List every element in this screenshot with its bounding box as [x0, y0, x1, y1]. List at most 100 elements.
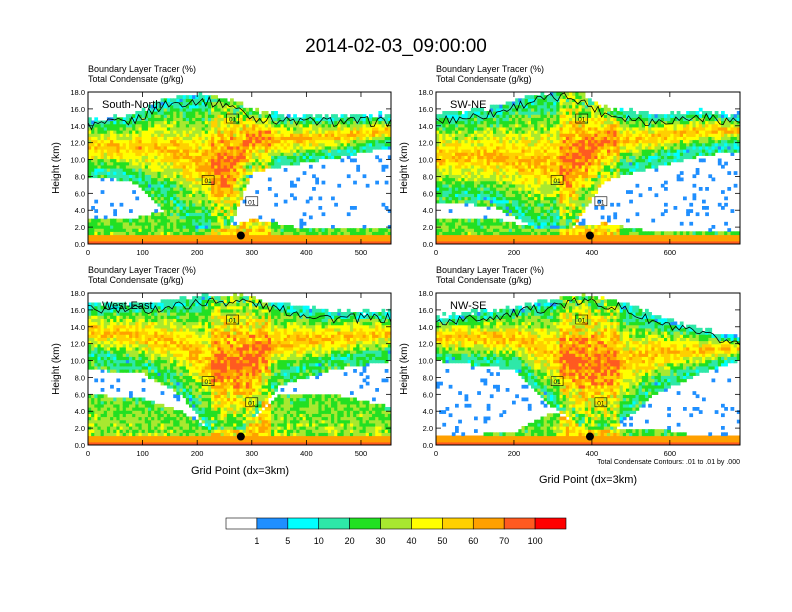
colorbar-box-4: [318, 517, 350, 530]
panel-3-contour-label-box-1: [201, 376, 215, 386]
panel-1-ytick-label: 0.0: [75, 240, 85, 249]
panel-2-ytick-label: 10.0: [418, 156, 433, 165]
panel-1-contour-label-box-2: [226, 113, 239, 124]
colorbar-label: 60: [468, 536, 478, 546]
panel-2-ytick-label: 8.0: [423, 172, 433, 181]
panel-4: 01 01 01 NW-SE 0.0 2.0 4.0 6.0 8.0 10.0 12.0 14.0 16…: [418, 289, 741, 458]
panel-3-contour-label-2: 01: [229, 318, 237, 325]
panel-2-xtick-label: 0: [434, 248, 438, 257]
panel-1-condensate-contour: [88, 95, 391, 131]
panels-group: 01 01 01 South-North 0.0 2.0 4.0 6.0 8.0 10.0 12.0…: [70, 88, 741, 458]
panel-1-xtick-label: 0: [86, 248, 90, 257]
panel-2-xtick-label: 600: [664, 248, 677, 257]
panel-2-ytick-label: 4.0: [423, 206, 433, 215]
panel-3-xlabel: Grid Point (dx=3km): [191, 465, 289, 477]
panel-3-ytick-label: 8.0: [75, 373, 85, 382]
panel-2-ytick-label: 16.0: [418, 105, 433, 114]
panel-1-ylabel: Height (km): [51, 142, 62, 194]
panel-2-contour-label-3: 01: [597, 199, 605, 206]
panel-1-ytick-label: 12.0: [70, 139, 85, 148]
panel-3-condensate-contour: [88, 297, 391, 325]
colorbar-label: 50: [437, 536, 447, 546]
colorbar-label: 30: [376, 536, 386, 546]
panel-1-string-condensate: Total Condensate (g/kg): [88, 74, 184, 84]
panel-4-section-label: NW-SE: [450, 300, 486, 312]
panel-4-contour-label-2: 01: [578, 318, 586, 325]
panel-4-location-marker: [585, 432, 594, 441]
colorbar-box-10: [503, 517, 536, 530]
panel-3: 01 01 01 West-East 0.0 2.0 4.0 6.0 8.0 10.0 12.0 14…: [70, 289, 392, 458]
panel-2-section-label: SW-NE: [450, 99, 486, 111]
panel-2: 01 01 01 SW-NE 0.0 2.0 4.0 6.0 8.0 10.0 12.0 14.0 16…: [418, 88, 741, 257]
panel-4-xtick-label: 600: [664, 449, 677, 458]
panel-3-ytick-label: 6.0: [75, 390, 85, 399]
colorbar-box-2: [256, 517, 289, 530]
panel-4-ytick-label: 16.0: [418, 306, 433, 315]
panel-4-xlabel: Grid Point (dx=3km): [539, 474, 637, 486]
panel-1-tracer-field: [88, 92, 391, 244]
panel-4-ytick-label: 12.0: [418, 340, 433, 349]
panel-1-xtick-label: 400: [300, 248, 313, 257]
panel-1-contour-label-box-1: [201, 175, 215, 185]
colorbar-box-7: [411, 517, 443, 530]
colorbar-label: 100: [528, 536, 543, 546]
panel-3-frame: [87, 292, 392, 446]
panel-1-xtick-label: 100: [136, 248, 149, 257]
panel-3-ytick-label: 12.0: [70, 340, 85, 349]
panel-1-xtick-label: 500: [355, 248, 368, 257]
colorbar-label: 5: [285, 536, 290, 546]
panel-4-ytick-label: 14.0: [418, 323, 433, 332]
panel-2-contour-label-box-2: [575, 113, 589, 124]
panel-1-ytick-label: 18.0: [70, 88, 85, 97]
panel-1-contour-label-2: 01: [229, 117, 237, 124]
panel-2-xtick-label: 200: [508, 248, 521, 257]
panel-3-location-marker: [236, 432, 245, 441]
panel-2-condensate-contour: [436, 92, 740, 127]
panel-1-section-label: South-North: [102, 99, 161, 111]
panel-1-ytick-label: 8.0: [75, 172, 85, 181]
panel-3-ytick-label: 16.0: [70, 306, 85, 315]
panel-3-contour-label-box-2: [226, 314, 239, 325]
panel-2-ylabel: Height (km): [399, 142, 410, 194]
panel-2-frame: [435, 91, 741, 245]
panel-1-location-marker: [236, 231, 245, 240]
panel-2-contour-label-2: 01: [578, 117, 586, 124]
panel-2-string-tracer: Boundary Layer Tracer (%): [436, 64, 544, 74]
panel-4-contour-label-box-1: [550, 376, 564, 386]
panel-4-ytick-label: 4.0: [423, 407, 433, 416]
panel-3-contour-label-1: 01: [204, 379, 212, 386]
panel-3-xtick-label: 500: [355, 449, 368, 458]
panel-3-string-condensate: Total Condensate (g/kg): [88, 275, 184, 285]
panel-1-ytick-label: 16.0: [70, 105, 85, 114]
colorbar-label: 40: [406, 536, 416, 546]
panel-2-ytick-label: 0.0: [423, 240, 433, 249]
panel-3-contour-label-box-3: [245, 397, 259, 408]
panel-1-string-tracer: Boundary Layer Tracer (%): [88, 64, 196, 74]
panel-4-string-condensate: Total Condensate (g/kg): [436, 275, 532, 285]
panel-1-ytick-label: 6.0: [75, 189, 85, 198]
panel-1-contour-label-3: 01: [248, 199, 256, 206]
panel-4-ytick-label: 6.0: [423, 390, 433, 399]
panel-3-xtick-label: 100: [136, 449, 149, 458]
panel-3-xtick-label: 400: [300, 449, 313, 458]
panel-3-string-tracer: Boundary Layer Tracer (%): [88, 265, 196, 275]
panel-1-ytick-label: 2.0: [75, 223, 85, 232]
panel-1-xtick-label: 300: [246, 248, 259, 257]
panel-1: 01 01 01 South-North 0.0 2.0 4.0 6.0 8.0 10.0 12.0…: [70, 88, 392, 257]
panel-1-frame: [87, 91, 392, 245]
colorbar-box-8: [442, 517, 474, 530]
panel-4-ytick-label: 8.0: [423, 373, 433, 382]
panel-3-section-label: West-East: [102, 300, 153, 312]
colorbar-box-5: [349, 517, 381, 530]
panel-4-xtick-label: 200: [508, 449, 521, 458]
panel-4-string-tracer: Boundary Layer Tracer (%): [436, 265, 544, 275]
panel-3-ytick-label: 4.0: [75, 407, 85, 416]
panel-1-xtick-label: 200: [191, 248, 204, 257]
colorbar-label: 1: [254, 536, 259, 546]
colorbar-label: 70: [499, 536, 509, 546]
panel-4-contour-label-box-3: [594, 397, 608, 408]
panel-1-ytick-label: 4.0: [75, 206, 85, 215]
panel-1-contour-label-box-3: [245, 196, 259, 207]
panel-4-contour-label-3: 01: [597, 400, 605, 407]
panel-2-location-marker: [585, 231, 594, 240]
